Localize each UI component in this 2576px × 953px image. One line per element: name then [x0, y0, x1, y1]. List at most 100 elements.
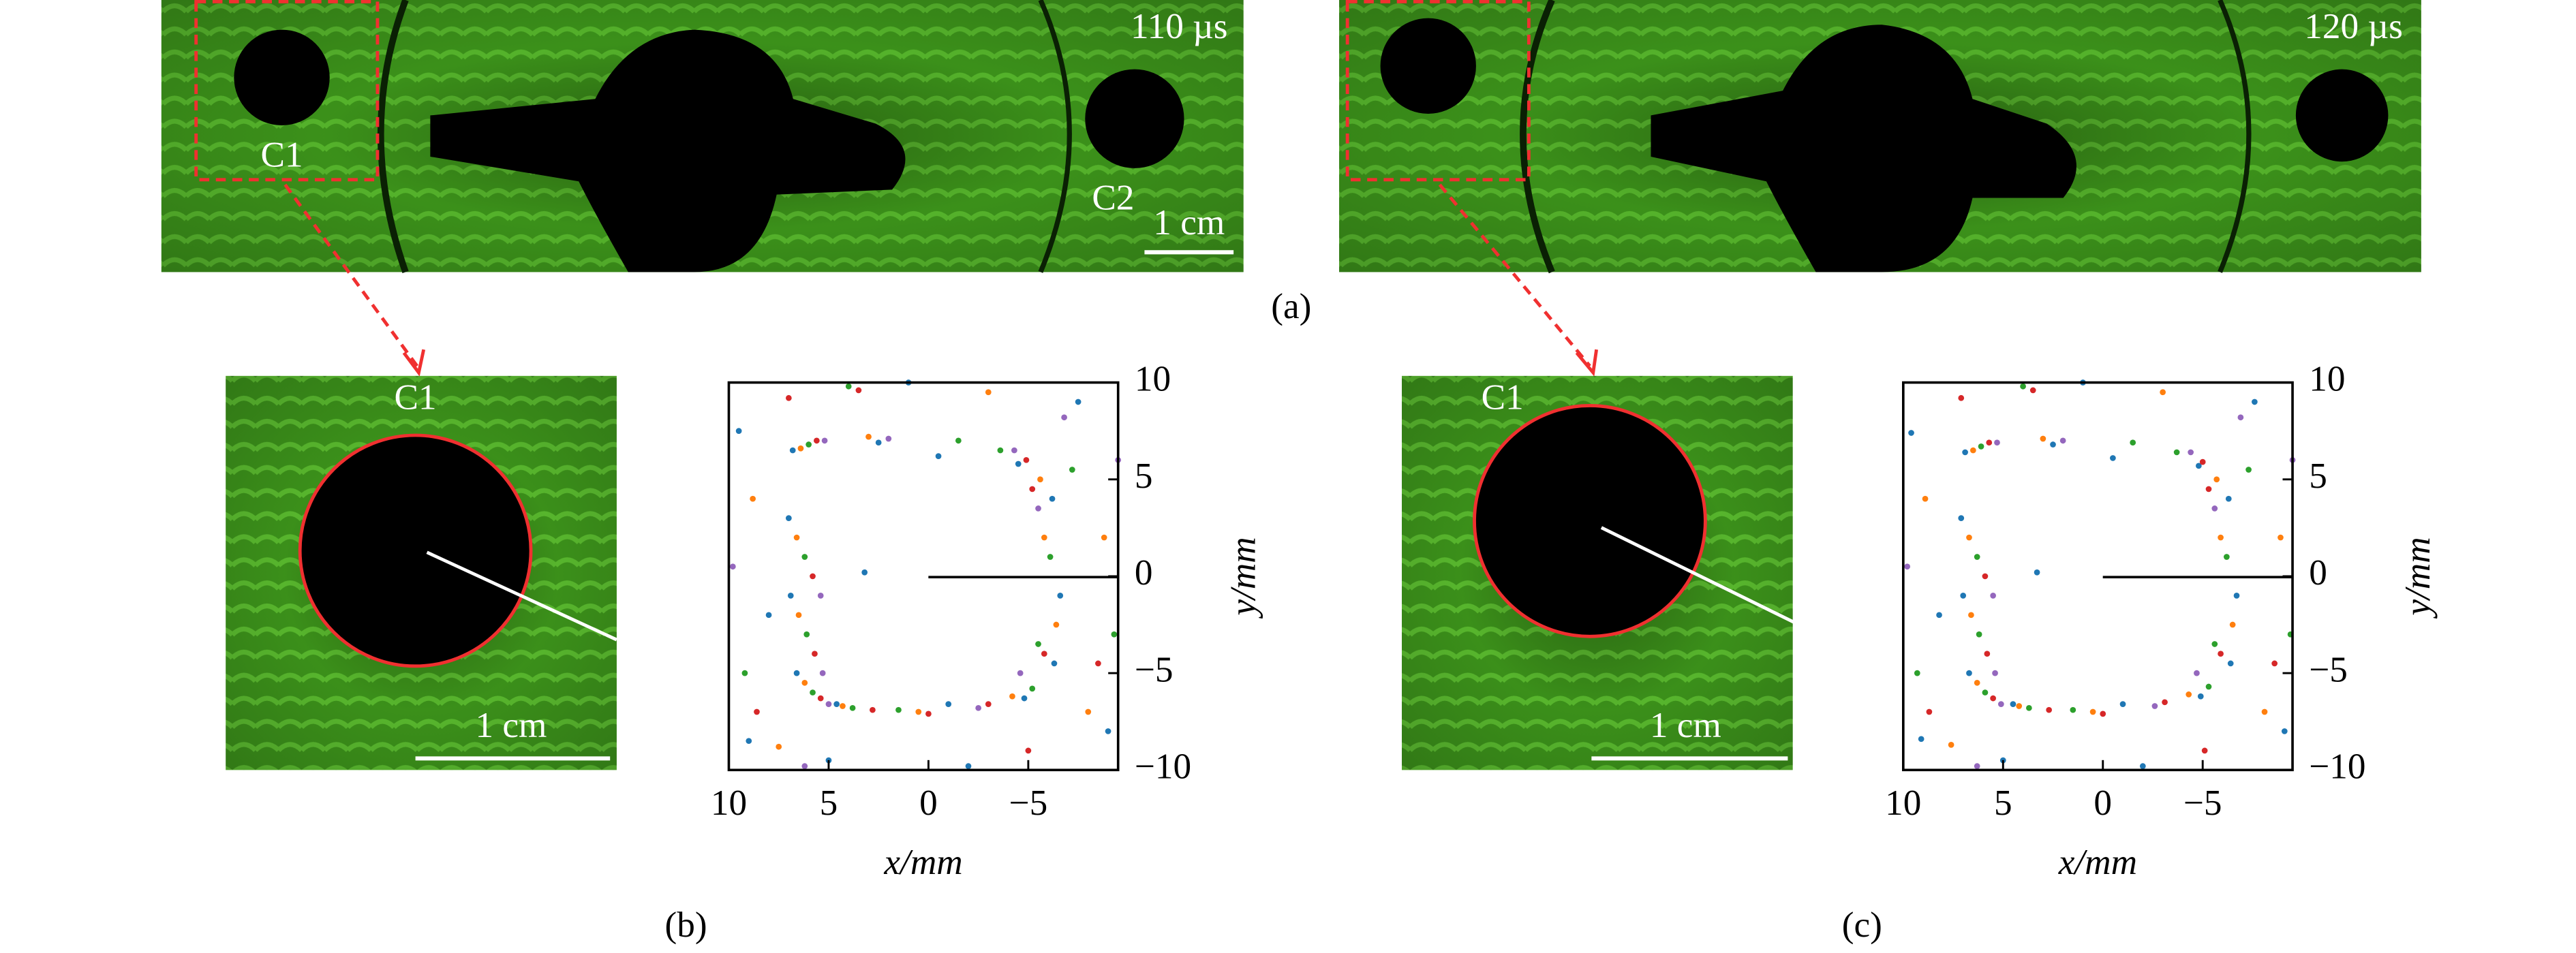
scale-label: 1 cm: [476, 705, 547, 745]
point: [2281, 728, 2288, 734]
c1-label: C1: [260, 135, 303, 175]
point: [806, 441, 812, 448]
y-tick-label: 10: [1135, 359, 1171, 399]
y-tick-label: −10: [1135, 747, 1191, 787]
point: [1021, 695, 1028, 702]
x-tick-label: 5: [1994, 783, 2012, 823]
point: [1936, 612, 1942, 619]
point: [833, 701, 840, 707]
point: [1986, 439, 1993, 446]
point: [1029, 486, 1036, 493]
point: [2034, 569, 2040, 576]
point: [1978, 443, 1984, 450]
time-label: 110 µs: [1131, 6, 1228, 46]
point: [1047, 554, 1054, 560]
point: [2119, 701, 2126, 707]
point: [2026, 704, 2032, 711]
point: [965, 763, 972, 770]
point: [845, 383, 852, 390]
point: [1085, 708, 1092, 715]
point: [1992, 670, 1998, 676]
chart: 10 5 0 −5 10 5 0 −5 −10 x/mm y/mm: [1885, 359, 2438, 882]
point: [2225, 495, 2232, 502]
point: [1960, 593, 1967, 599]
point: [1904, 563, 1911, 570]
point: [885, 435, 892, 442]
x-tick-label: 0: [2094, 783, 2112, 823]
point: [1914, 670, 1920, 676]
point: [895, 706, 902, 713]
point: [865, 433, 872, 440]
point: [1037, 476, 1043, 483]
point: [1982, 573, 1989, 580]
x-axis-label: x/mm: [2058, 842, 2137, 882]
point: [2186, 691, 2192, 698]
point: [2046, 706, 2053, 713]
x-tick-label: −5: [1009, 783, 1048, 823]
point: [812, 651, 818, 657]
point: [2237, 414, 2244, 421]
point: [2070, 706, 2076, 713]
point: [1926, 708, 1933, 715]
point: [1035, 505, 1041, 512]
point: [789, 447, 796, 454]
point: [1069, 467, 1075, 473]
point: [2233, 593, 2240, 599]
point: [1011, 447, 1017, 454]
x-axis-label: x/mm: [883, 842, 962, 882]
point: [2211, 641, 2218, 647]
point: [1095, 660, 1101, 667]
point: [786, 515, 792, 521]
point: [765, 612, 772, 619]
point: [819, 670, 826, 676]
point: [821, 437, 828, 444]
point: [2252, 399, 2258, 405]
point: [2139, 763, 2146, 770]
point: [955, 437, 962, 444]
point: [1982, 689, 1989, 696]
point: [1974, 679, 1980, 686]
point: [1966, 534, 1972, 541]
c1-label: C1: [1482, 377, 1524, 417]
point: [729, 563, 736, 570]
point: [1966, 670, 1972, 676]
point: [861, 569, 868, 576]
point: [925, 710, 932, 717]
y-tick-label: 0: [2309, 552, 2327, 593]
point: [1061, 414, 1067, 421]
point: [797, 445, 804, 452]
point: [793, 534, 800, 541]
point: [1009, 693, 1015, 700]
point: [840, 703, 846, 709]
photo-b: C1 1 cm: [226, 375, 617, 770]
point: [1984, 651, 1991, 657]
point: [2016, 703, 2023, 709]
point: [1111, 631, 1118, 638]
point: [2218, 534, 2224, 541]
point: [2199, 458, 2206, 465]
point: [786, 394, 792, 401]
point: [1974, 763, 1980, 770]
point: [2205, 683, 2212, 690]
point: [935, 453, 942, 459]
point: [810, 573, 816, 580]
point: [2261, 708, 2268, 715]
time-label: 120 µs: [2304, 6, 2403, 46]
point: [1962, 449, 1968, 456]
point: [1035, 641, 1041, 647]
point: [2205, 486, 2212, 493]
point: [750, 495, 756, 502]
point: [810, 689, 816, 696]
point: [1053, 621, 1060, 628]
point: [1969, 447, 1976, 454]
point: [2160, 389, 2166, 396]
point: [776, 743, 782, 750]
point: [746, 738, 752, 745]
point: [870, 706, 876, 713]
scale-label: 1 cm: [1650, 705, 1721, 745]
point: [1958, 515, 1965, 521]
point: [2100, 710, 2106, 717]
point: [803, 631, 810, 638]
